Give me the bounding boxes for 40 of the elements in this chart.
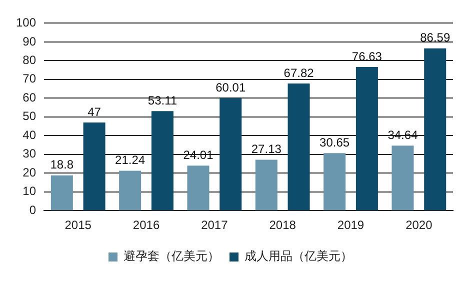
y-tick-label: 50 [22, 109, 36, 124]
x-tick-label: 2015 [64, 218, 92, 232]
x-tick-label: 2020 [406, 218, 433, 232]
bar [83, 122, 106, 210]
x-tick-label: 2016 [132, 218, 160, 232]
legend-label: 避孕套（亿美元） [124, 249, 220, 264]
data-label: 67.82 [284, 66, 314, 80]
y-tick-label: 40 [22, 128, 36, 142]
bar [187, 166, 210, 210]
y-tick-label: 100 [16, 16, 36, 30]
bar [220, 98, 242, 210]
data-label: 86.59 [420, 30, 450, 45]
data-label: 76.63 [352, 49, 382, 64]
y-tick-label: 30 [22, 146, 36, 161]
bar [356, 66, 378, 210]
bar [255, 160, 278, 210]
y-tick-label: 90 [22, 34, 36, 48]
y-tick-label: 80 [22, 52, 36, 67]
x-tick-label: 2018 [269, 218, 296, 232]
bar [392, 146, 414, 210]
y-tick-label: 10 [22, 184, 36, 198]
y-tick-label: 20 [22, 165, 36, 180]
y-tick-label: 70 [22, 72, 36, 86]
bar [50, 175, 73, 210]
x-tick-label: 2019 [337, 218, 364, 232]
y-tick-label: 0 [29, 202, 36, 217]
bar [119, 170, 142, 210]
bar [151, 111, 174, 210]
data-label: 47 [88, 104, 102, 119]
y-tick-label: 60 [22, 90, 36, 104]
data-label: 18.8 [50, 158, 74, 172]
x-tick-label: 2017 [201, 218, 228, 232]
data-label: 30.65 [320, 135, 350, 150]
bar [424, 48, 446, 210]
data-label: 60.01 [216, 80, 246, 94]
data-label: 21.24 [115, 153, 146, 168]
data-label: 27.13 [251, 142, 282, 156]
bar [288, 84, 310, 210]
legend-label: 成人用品（亿美元） [244, 249, 352, 264]
bar [324, 153, 346, 210]
